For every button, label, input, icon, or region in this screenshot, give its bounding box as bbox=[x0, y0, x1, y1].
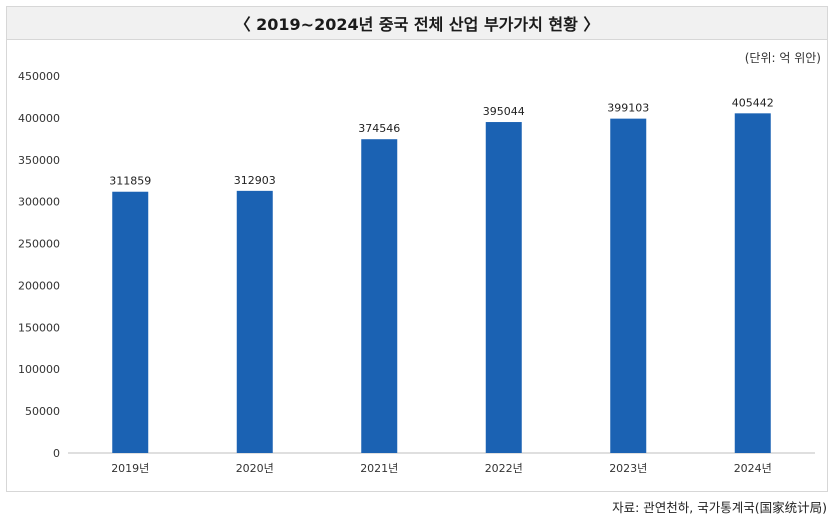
data-label: 395044 bbox=[483, 105, 525, 118]
x-tick-label: 2019년 bbox=[111, 462, 149, 475]
y-tick-label: 350000 bbox=[18, 154, 60, 167]
y-tick-label: 150000 bbox=[18, 321, 60, 334]
data-label: 399103 bbox=[607, 102, 649, 115]
data-label: 374546 bbox=[358, 122, 400, 135]
data-label: 311859 bbox=[109, 175, 151, 188]
x-tick-label: 2020년 bbox=[236, 462, 274, 475]
x-tick-label: 2021년 bbox=[360, 462, 398, 475]
bar bbox=[361, 139, 398, 453]
bar bbox=[734, 113, 771, 453]
y-tick-label: 0 bbox=[53, 447, 60, 460]
bars bbox=[112, 113, 771, 454]
y-tick-label: 250000 bbox=[18, 238, 60, 251]
y-axis: 0 50000 100000 150000 200000 250000 300000 3500… bbox=[18, 70, 815, 460]
x-tick-label: 2024년 bbox=[734, 462, 772, 475]
y-tick-label: 200000 bbox=[18, 279, 60, 292]
bar bbox=[112, 191, 149, 454]
value-labels: 311859 312903 374546 395044 399103 405442 bbox=[109, 96, 774, 187]
bar bbox=[236, 190, 273, 454]
source-note: 자료: 관연천하, 국가통계국(国家统计局) bbox=[612, 500, 827, 515]
x-axis: 2019년 2020년 2021년 2022년 2023년 2024년 bbox=[111, 462, 772, 475]
bar-chart: 0 50000 100000 150000 200000 250000 300000 3500… bbox=[18, 70, 815, 475]
y-tick-label: 400000 bbox=[18, 112, 60, 125]
bar bbox=[485, 122, 522, 453]
y-tick-label: 50000 bbox=[25, 405, 60, 418]
unit-label: (단위: 억 위안) bbox=[744, 51, 821, 65]
y-tick-label: 300000 bbox=[18, 196, 60, 209]
y-tick-label: 450000 bbox=[18, 70, 60, 83]
x-tick-label: 2023년 bbox=[609, 462, 647, 475]
chart-title: 〈 2019~2024년 중국 전체 산업 부가가치 현황 〉 bbox=[6, 6, 828, 40]
y-tick-label: 100000 bbox=[18, 363, 60, 376]
bar bbox=[610, 118, 647, 453]
x-tick-label: 2022년 bbox=[485, 462, 523, 475]
data-label: 405442 bbox=[732, 96, 774, 109]
data-label: 312903 bbox=[234, 174, 276, 187]
